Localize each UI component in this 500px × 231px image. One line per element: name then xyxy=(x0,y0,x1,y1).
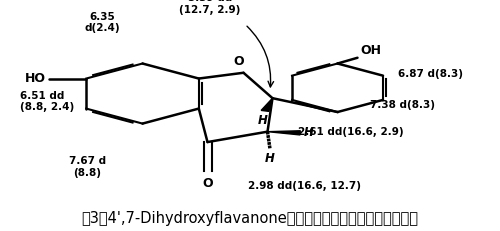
Text: H: H xyxy=(304,126,314,139)
Text: 7.67 d
(8.8): 7.67 d (8.8) xyxy=(69,156,106,178)
Text: OH: OH xyxy=(360,44,381,57)
Text: HO: HO xyxy=(25,72,46,85)
Text: 5.39 dd
(12.7, 2.9): 5.39 dd (12.7, 2.9) xyxy=(180,0,240,15)
Text: 2.98 dd(16.6, 12.7): 2.98 dd(16.6, 12.7) xyxy=(248,181,360,191)
Text: H: H xyxy=(258,114,268,127)
Polygon shape xyxy=(268,131,300,135)
Text: O: O xyxy=(202,177,213,190)
Text: H: H xyxy=(265,152,275,165)
Text: 6.51 dd
(8.8, 2.4): 6.51 dd (8.8, 2.4) xyxy=(20,91,74,112)
Text: O: O xyxy=(233,55,244,68)
Text: 図3　4',7-Dihydroxyflavanone（図２のフラクション１）の構造: 図3 4',7-Dihydroxyflavanone（図２のフラクション１）の構… xyxy=(82,211,418,226)
Polygon shape xyxy=(261,98,272,111)
Text: 6.35
d(2.4): 6.35 d(2.4) xyxy=(84,12,120,33)
Text: 7.38 d(8.3): 7.38 d(8.3) xyxy=(370,100,435,110)
Text: 6.87 d(8.3): 6.87 d(8.3) xyxy=(398,69,462,79)
Text: 2.61 dd(16.6, 2.9): 2.61 dd(16.6, 2.9) xyxy=(298,127,403,137)
